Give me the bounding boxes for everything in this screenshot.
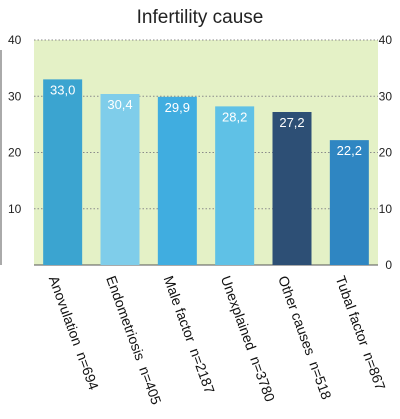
gridlines xyxy=(0,39,378,266)
bar xyxy=(215,106,255,265)
y-tick-label-right: 10 xyxy=(379,202,393,216)
y-tick-label-right: 20 xyxy=(379,146,393,160)
y-axis-left: 10 20 30 40 xyxy=(8,33,22,216)
data-labels: 33,0 30,4 29,9 28,2 27,2 22,2 xyxy=(50,82,362,158)
category-labels: Anovulation n=694 Endometriosis n=405Male… xyxy=(46,274,389,407)
bar xyxy=(43,79,83,265)
y-tick-label-right: 0 xyxy=(385,258,392,272)
chart-title: Infertility cause xyxy=(137,7,264,28)
y-tick-label-left: 10 xyxy=(8,202,22,216)
category-label: Male factor n=2187 xyxy=(161,274,219,396)
data-label: 28,2 xyxy=(222,109,247,124)
data-label: 30,4 xyxy=(107,97,132,112)
category-label: Other causes n=518 xyxy=(275,274,335,402)
data-label: 29,9 xyxy=(165,100,190,115)
y-tick-label-left: 40 xyxy=(8,33,22,47)
bar xyxy=(272,112,312,265)
bar xyxy=(100,94,140,265)
data-label: 22,2 xyxy=(337,143,362,158)
category-label: Anovulation n=694 xyxy=(46,274,102,393)
y-axis-right: 0 10 20 30 40 xyxy=(379,33,393,272)
category-label: Unexplained n=3780 xyxy=(218,274,279,404)
data-label: 33,0 xyxy=(50,82,75,97)
y-tick-label-right: 30 xyxy=(379,89,393,103)
category-label: Endometriosis n=405 xyxy=(103,274,165,407)
bar xyxy=(329,140,369,265)
data-label: 27,2 xyxy=(279,115,304,130)
bars xyxy=(43,79,369,265)
bar xyxy=(157,96,197,265)
category-label: Tubal factor n=867 xyxy=(333,274,389,393)
y-tick-label-right: 40 xyxy=(379,33,393,47)
y-tick-label-left: 20 xyxy=(8,146,22,160)
y-tick-label-left: 30 xyxy=(8,89,22,103)
